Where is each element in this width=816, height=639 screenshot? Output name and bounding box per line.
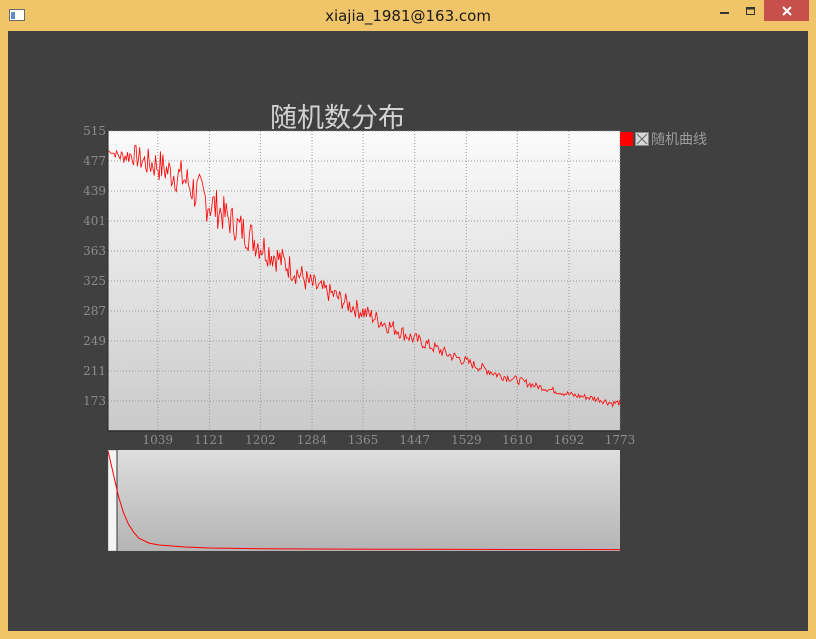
overview-series-line xyxy=(108,450,620,551)
y-tick-label: 211 xyxy=(83,364,106,378)
y-tick-label: 439 xyxy=(83,184,106,198)
legend: 随机曲线 xyxy=(620,130,707,148)
overview-plot-area xyxy=(108,450,620,551)
close-icon xyxy=(781,5,792,16)
y-axis-ticks: 515 477 439 401 363 325 287 249 211 173 xyxy=(83,124,106,408)
minimize-button[interactable] xyxy=(712,0,738,21)
window-title: xiajia_1981@163.com xyxy=(325,7,491,25)
minimize-icon xyxy=(720,11,729,14)
y-tick-label: 325 xyxy=(83,274,106,288)
x-tick-label: 1039 xyxy=(142,433,173,447)
legend-toggle-icon xyxy=(636,133,648,145)
x-tick-label: 1365 xyxy=(348,433,379,447)
y-tick-label: 401 xyxy=(83,214,106,228)
x-tick-label: 1773 xyxy=(605,433,636,447)
x-tick-label: 1610 xyxy=(502,433,533,447)
title-bar[interactable]: xiajia_1981@163.com xyxy=(0,0,816,31)
maximize-icon xyxy=(746,6,755,15)
x-tick-label: 1284 xyxy=(297,433,328,447)
x-tick-label: 1202 xyxy=(245,433,276,447)
y-tick-label: 249 xyxy=(83,334,106,348)
x-tick-label: 1692 xyxy=(554,433,585,447)
y-tick-label: 287 xyxy=(83,304,106,318)
close-button[interactable] xyxy=(764,0,809,21)
x-tick-label: 1529 xyxy=(451,433,482,447)
grid-lines xyxy=(108,130,621,431)
chart-title: 随机数分布 xyxy=(270,103,405,134)
legend-toggle-checkbox[interactable] xyxy=(635,132,649,146)
overview-chart[interactable] xyxy=(108,450,620,551)
legend-swatch xyxy=(620,132,633,146)
y-tick-label: 515 xyxy=(83,124,106,138)
overview-selection-region[interactable] xyxy=(108,450,118,551)
legend-label: 随机曲线 xyxy=(651,132,707,148)
series-line-random-curve xyxy=(107,144,621,408)
y-tick-label: 173 xyxy=(83,394,106,408)
y-tick-label: 363 xyxy=(83,244,106,258)
app-icon xyxy=(9,9,25,21)
x-tick-label: 1447 xyxy=(399,433,430,447)
x-tick-label: 1121 xyxy=(194,433,225,447)
y-tick-label: 477 xyxy=(83,154,106,168)
x-axis-ticks: 1039 1121 1202 1284 1365 1447 1529 1610 1692 1773 xyxy=(142,433,635,447)
chart-window-client: 随机数分布 515 477 439 401 363 325 287 249 211 173 103… xyxy=(8,31,808,631)
maximize-button[interactable] xyxy=(738,0,764,21)
